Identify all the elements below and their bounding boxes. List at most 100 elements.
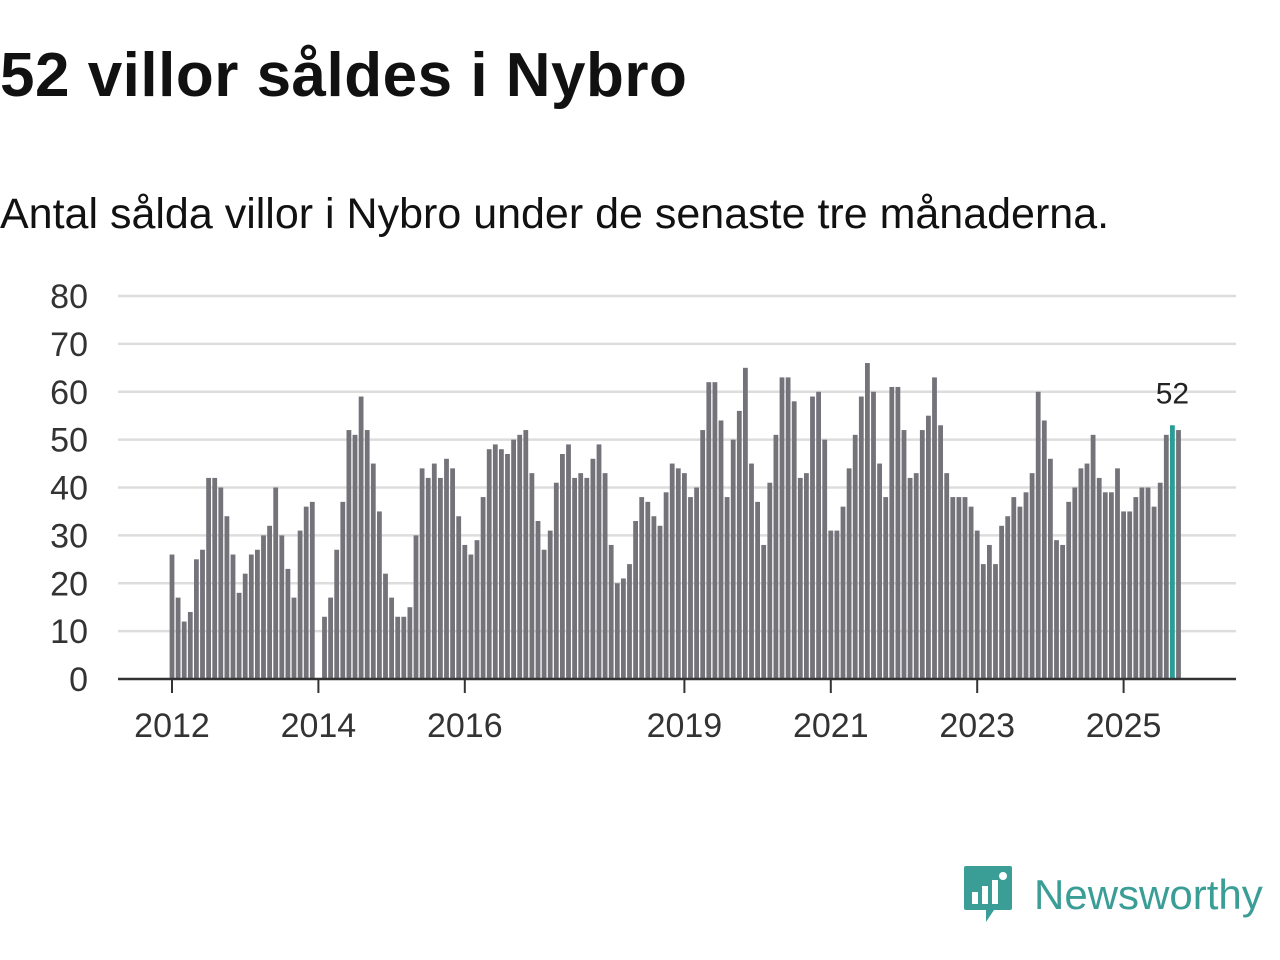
x-tick-label: 2021: [793, 707, 869, 745]
bar: [303, 506, 309, 679]
bar: [682, 473, 687, 679]
bar: [364, 430, 370, 679]
bar: [590, 458, 596, 679]
bar: [797, 477, 803, 679]
bar: [791, 401, 797, 679]
chart-subtitle: Antal sålda villor i Nybro under de sena…: [0, 190, 1110, 238]
x-tick-label: 2023: [939, 707, 1015, 745]
bar: [1151, 506, 1157, 679]
bar: [1157, 482, 1163, 679]
bar: [541, 549, 547, 679]
bar: [712, 382, 718, 679]
bar: [895, 386, 901, 679]
bar: [1054, 540, 1059, 679]
bar: [370, 463, 376, 679]
bar: [1041, 420, 1047, 679]
bar: [285, 568, 291, 679]
bar: [1102, 492, 1108, 679]
bar: [1121, 511, 1126, 679]
bar: [871, 391, 876, 679]
bar-chart: 0 10 20 30 40 50 60 70 80 2012 2014 2016 2019 2021 202…: [50, 278, 1236, 745]
bar: [572, 477, 577, 679]
bar: [340, 501, 346, 679]
bar: [1096, 477, 1102, 679]
newsworthy-logo: Newsworthy: [962, 864, 1263, 926]
bar: [633, 521, 638, 679]
bar: [468, 554, 474, 679]
bar: [675, 468, 681, 679]
bar: [224, 516, 230, 679]
bar: [389, 597, 394, 679]
bar: [279, 535, 285, 680]
bar: [810, 396, 815, 679]
bar: [267, 525, 272, 679]
newsworthy-logo-icon: [964, 866, 1012, 922]
bar: [950, 497, 956, 679]
bar: [938, 425, 943, 679]
y-tick-label: 40: [50, 470, 88, 508]
bar: [200, 549, 205, 679]
bar: [828, 530, 834, 679]
bar: [578, 473, 584, 679]
bar: [1029, 473, 1035, 679]
bar: [206, 477, 211, 679]
bar: [492, 444, 498, 679]
bar: [1011, 497, 1017, 679]
bar: [444, 458, 449, 679]
last-value-label: 52: [1156, 377, 1189, 410]
bar: [322, 616, 327, 679]
bar: [663, 492, 669, 679]
bar: [688, 497, 693, 679]
bar: [187, 611, 193, 679]
bar: [743, 367, 748, 679]
bar: [962, 497, 968, 679]
bar: [993, 564, 998, 679]
bar: [480, 497, 486, 679]
y-tick-label: 80: [50, 278, 88, 316]
bar: [901, 430, 907, 679]
bar: [657, 525, 663, 679]
x-tick-label: 2016: [427, 707, 503, 745]
bar: [608, 544, 614, 679]
bar: [486, 449, 492, 679]
bar: [1005, 516, 1011, 679]
bar: [395, 616, 401, 679]
bar: [358, 396, 364, 679]
bar: [255, 549, 260, 679]
bar: [913, 473, 919, 679]
bar: [230, 554, 236, 679]
bar: [566, 444, 571, 679]
bar: [499, 449, 504, 679]
bar: [474, 540, 480, 679]
brand-name: Newsworthy: [1034, 871, 1263, 918]
y-tick-label: 20: [50, 565, 88, 603]
bar: [584, 477, 590, 679]
bar: [517, 434, 523, 679]
bar: [1078, 468, 1084, 679]
bar: [1084, 463, 1090, 679]
bar: [669, 463, 675, 679]
bar: [621, 578, 626, 679]
bar: [834, 530, 840, 679]
bar: [883, 497, 889, 679]
axes: 0 10 20 30 40 50 60 70 80 2012 2014 2016 2019 2021 202…: [50, 278, 1236, 745]
bar: [858, 396, 864, 679]
bar: [401, 616, 407, 679]
x-tick-label: 2014: [281, 707, 357, 745]
x-tick-label: 2019: [647, 707, 723, 745]
bar: [377, 511, 382, 679]
bar: [980, 564, 986, 679]
bar: [767, 482, 773, 679]
bar: [169, 554, 175, 679]
bar: [639, 497, 645, 679]
bar: [242, 573, 248, 679]
bar: [1145, 487, 1151, 679]
y-tick-label: 30: [50, 517, 88, 555]
bar: [614, 583, 620, 679]
bar: [926, 415, 931, 679]
bar: [1090, 434, 1096, 679]
bar: [1035, 391, 1041, 679]
bar: [450, 468, 455, 679]
bar: [773, 434, 779, 679]
bar: [602, 473, 608, 679]
